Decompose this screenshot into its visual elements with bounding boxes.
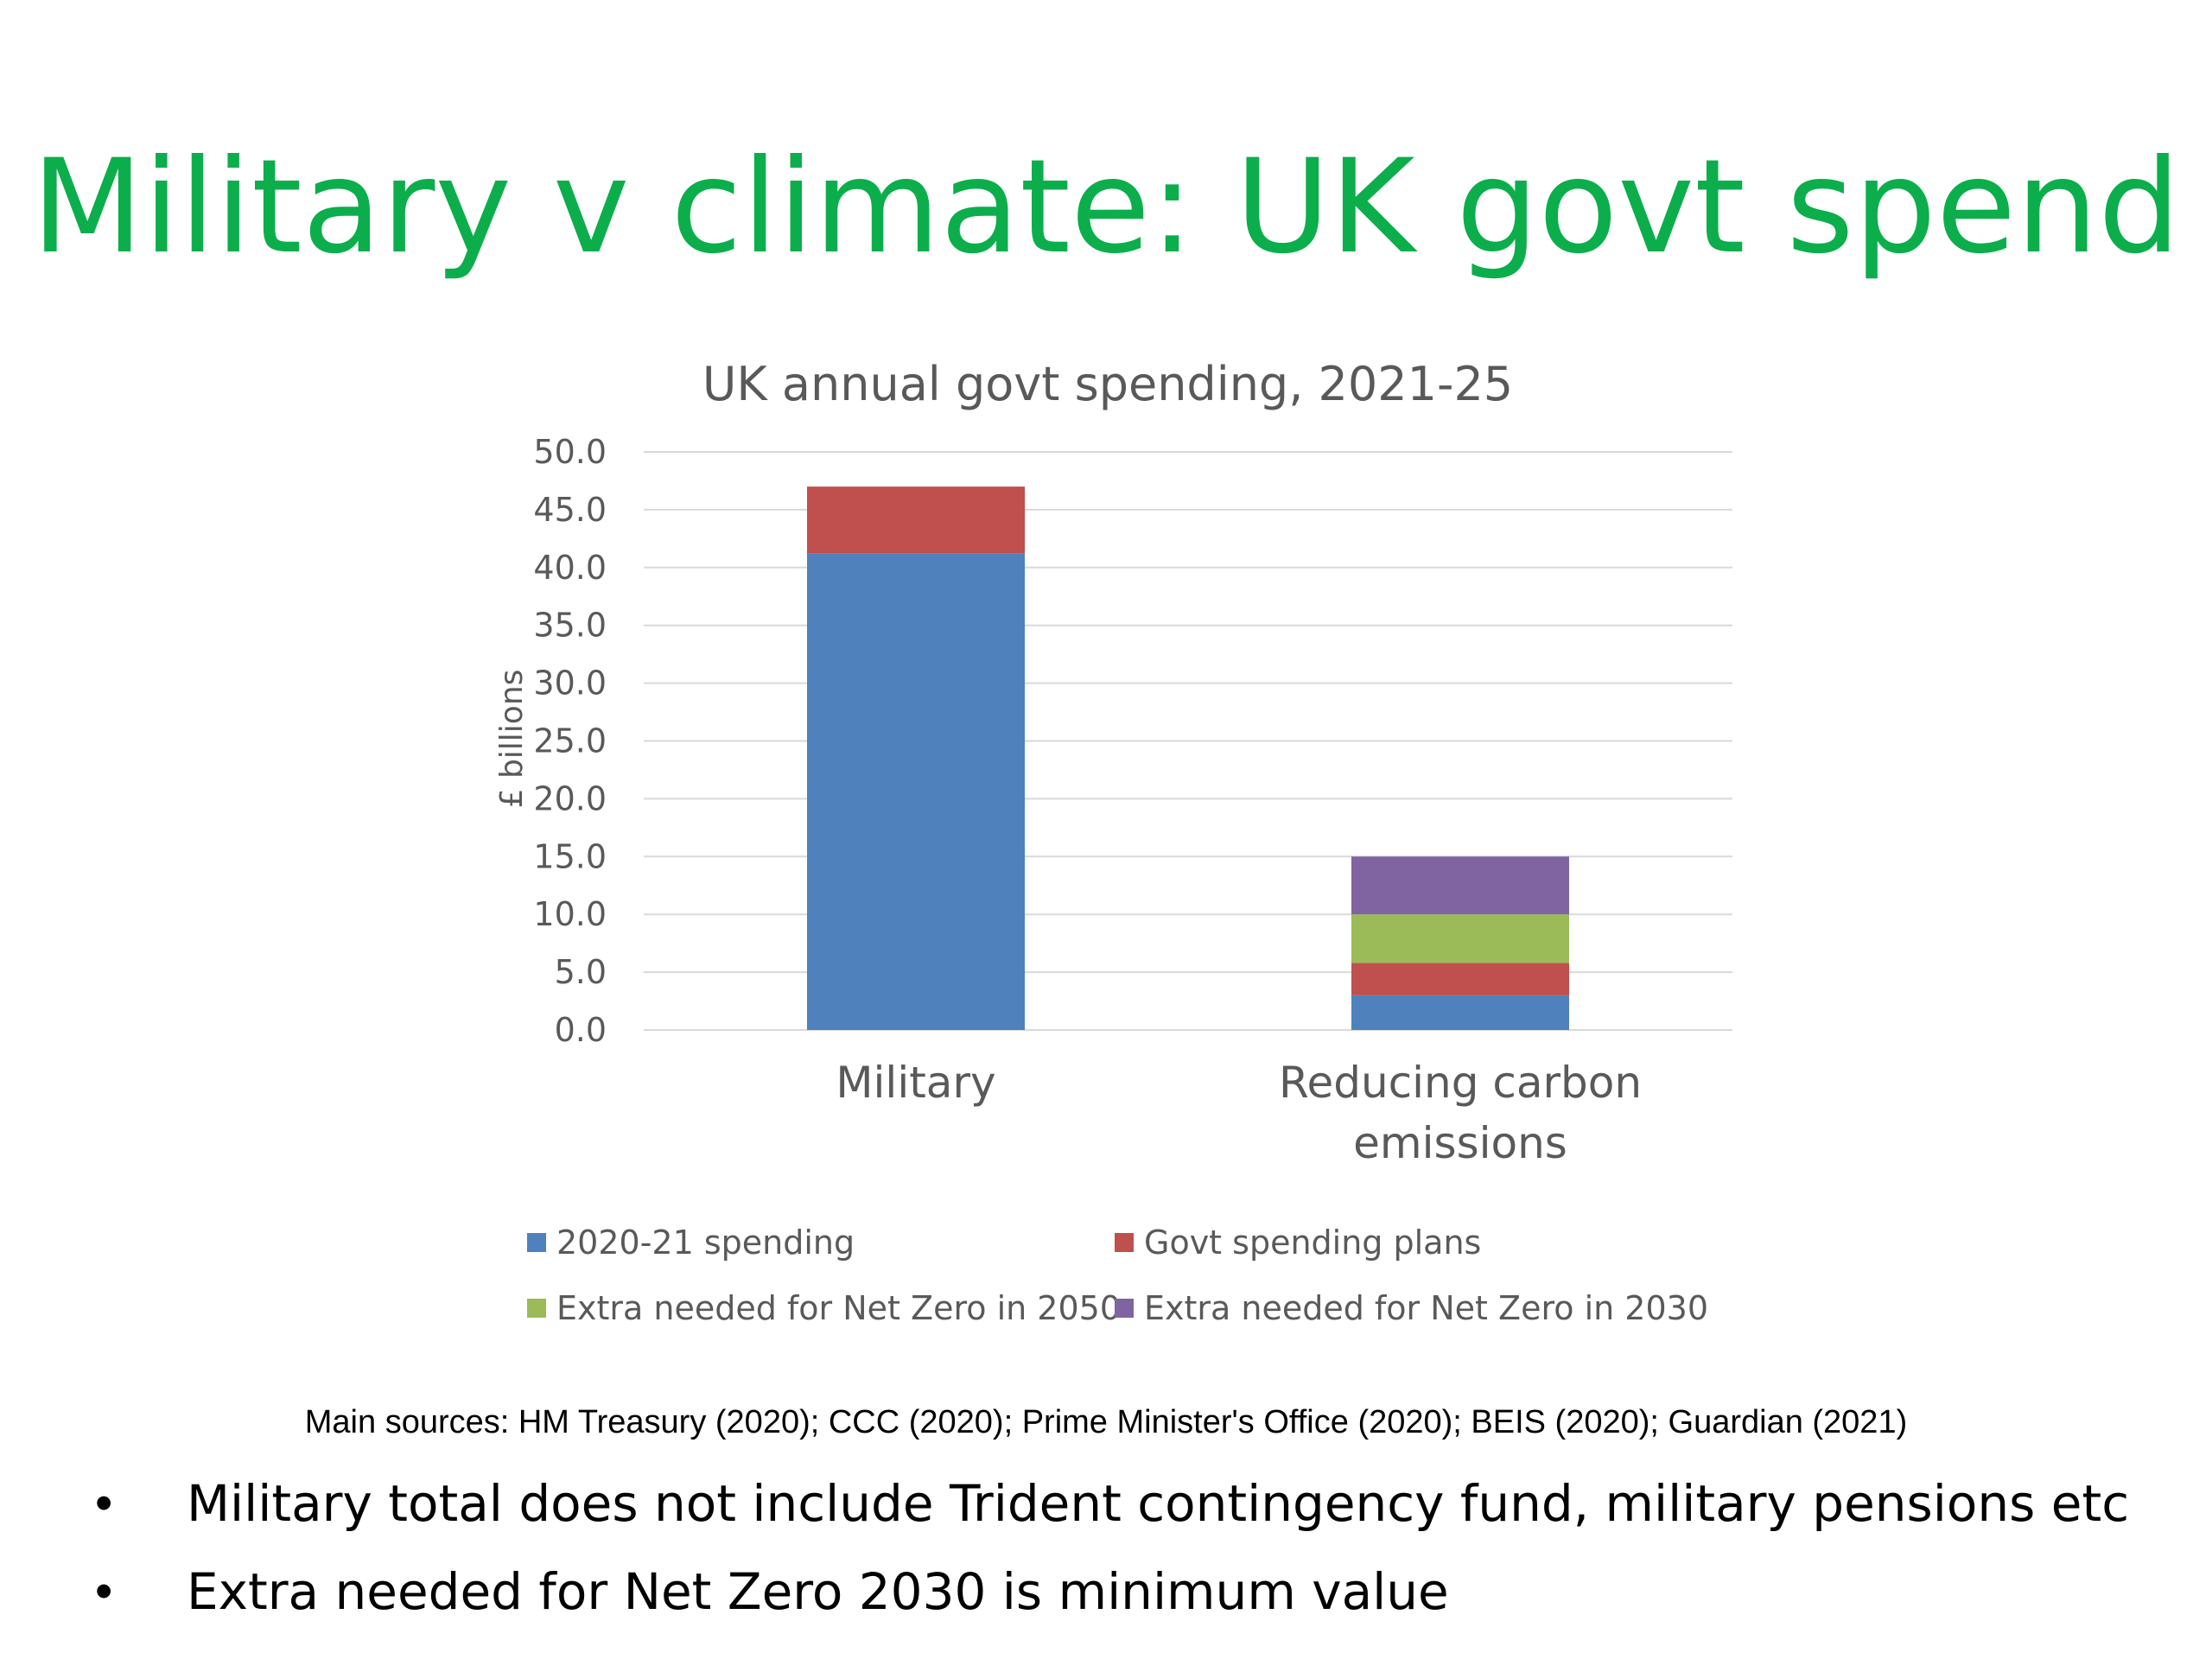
legend-item: Extra needed for Net Zero in 2030 — [1115, 1286, 1719, 1331]
bullet-item: • Extra needed for Net Zero 2030 is mini… — [95, 1561, 2203, 1622]
bullet-dot: • — [95, 1475, 113, 1531]
y-tick-label: 20.0 — [533, 779, 607, 817]
legend-label: Extra needed for Net Zero in 2030 — [1144, 1289, 1708, 1327]
bullet-list: • Military total does not include Triden… — [95, 1473, 2203, 1649]
legend-item: Govt spending plans — [1115, 1220, 1719, 1265]
bullet-text: Extra needed for Net Zero 2030 is minimu… — [187, 1562, 1449, 1621]
category-labels: Military Reducing carbon emissions — [836, 1058, 1642, 1168]
legend-swatch — [1115, 1233, 1134, 1252]
y-tick-label: 10.0 — [533, 895, 607, 933]
chart-legend: 2020-21 spending Govt spending plans Extra… — [527, 1220, 1737, 1331]
legend-swatch — [527, 1233, 546, 1252]
category-label: Reducing carbon — [1279, 1058, 1642, 1108]
bar-segment — [807, 486, 1025, 554]
category-label: emissions — [1353, 1118, 1567, 1168]
bullet-text: Military total does not include Trident … — [187, 1474, 2130, 1533]
bullet-dot: • — [95, 1563, 113, 1619]
y-tick-label: 0.0 — [555, 1011, 607, 1049]
chart-title: UK annual govt spending, 2021-25 — [702, 357, 1513, 411]
bar-segment — [1351, 995, 1569, 1030]
y-tick-label: 30.0 — [533, 664, 607, 702]
sources-note: Main sources: HM Treasury (2020); CCC (2… — [304, 1404, 1908, 1440]
slide-title: Military v climate: UK govt spend — [31, 132, 2181, 283]
legend-item: Extra needed for Net Zero in 2050 — [527, 1286, 1121, 1331]
y-axis-title: £ billions — [494, 670, 530, 809]
legend-item: 2020-21 spending — [527, 1220, 1115, 1265]
y-tick-label: 25.0 — [533, 722, 607, 760]
y-tick-label: 45.0 — [533, 491, 607, 529]
stacked-bar-chart: UK annual govt spending, 2021-25 0.0 5.0 1… — [494, 357, 1732, 1168]
bullet-item: • Military total does not include Triden… — [95, 1473, 2203, 1534]
bar-segments — [807, 486, 1569, 1030]
y-tick-label: 50.0 — [533, 433, 607, 471]
bar-segment — [1351, 963, 1569, 995]
y-tick-label: 35.0 — [533, 607, 607, 645]
bar-segment — [1351, 914, 1569, 963]
legend-label: 2020-21 spending — [556, 1224, 855, 1262]
legend-label: Govt spending plans — [1144, 1224, 1482, 1262]
bar-segment — [1351, 856, 1569, 915]
legend-label: Extra needed for Net Zero in 2050 — [556, 1289, 1121, 1327]
category-label: Military — [836, 1058, 995, 1108]
y-tick-label: 40.0 — [533, 549, 607, 587]
y-tick-label: 15.0 — [533, 837, 607, 875]
y-tick-label: 5.0 — [555, 953, 607, 991]
legend-swatch — [1115, 1299, 1134, 1318]
legend-swatch — [527, 1299, 546, 1318]
bar-segment — [807, 553, 1025, 1030]
y-axis-ticks: 0.0 5.0 10.0 15.0 20.0 25.0 30.0 35.0 40.0 45.0 50… — [533, 433, 607, 1049]
